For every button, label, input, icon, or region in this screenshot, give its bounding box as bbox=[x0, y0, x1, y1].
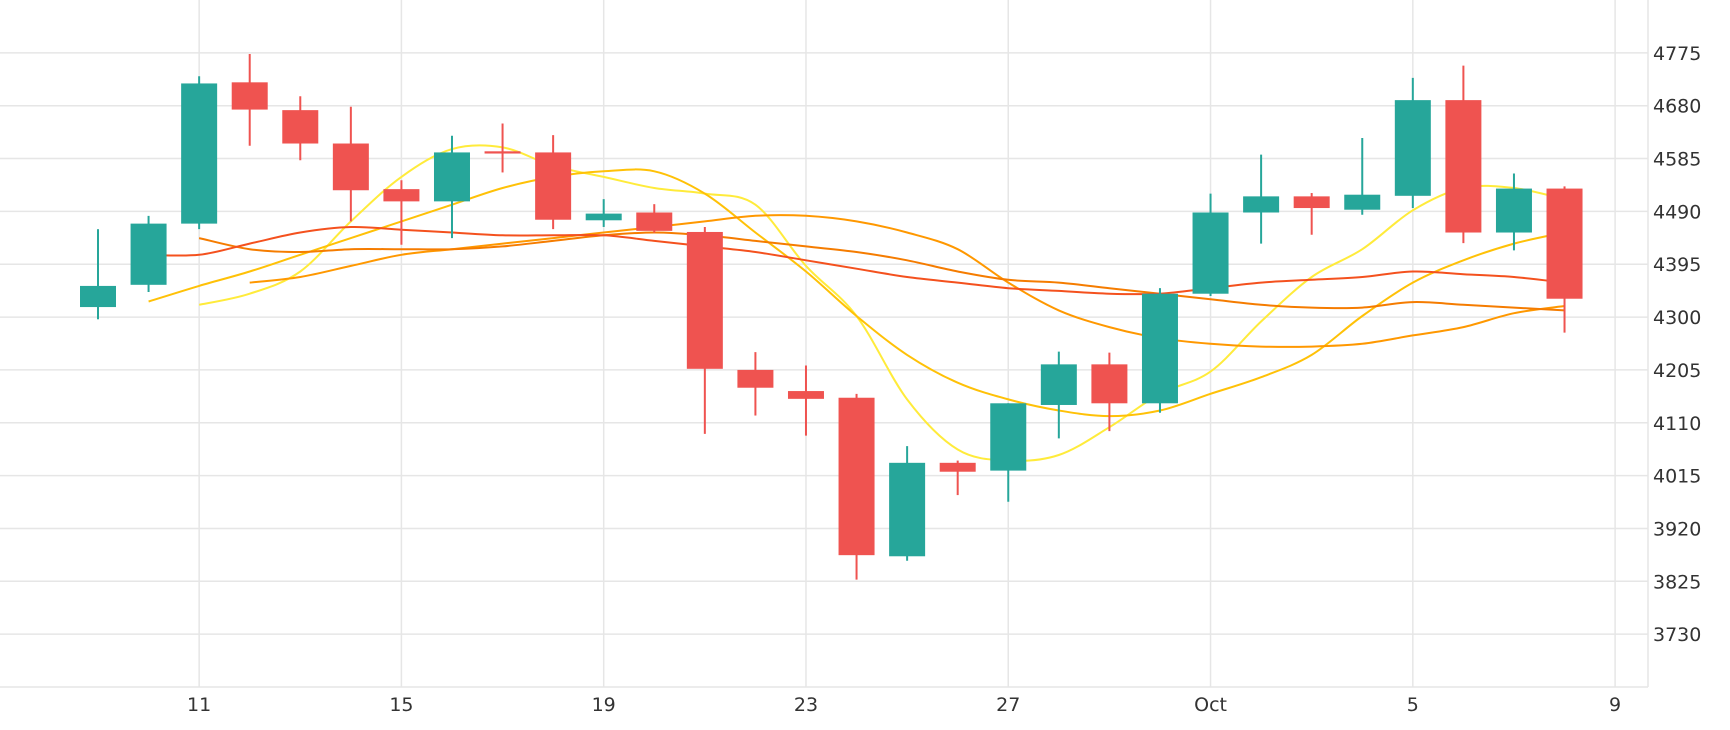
candle bbox=[130, 215, 167, 293]
candles bbox=[80, 53, 1583, 580]
y-tick-label: 3825 bbox=[1653, 571, 1701, 593]
candle-body bbox=[939, 462, 976, 472]
moving-average-line-3 bbox=[249, 214, 1565, 348]
candle bbox=[383, 180, 420, 245]
candle bbox=[1293, 193, 1330, 235]
candle-body bbox=[1243, 196, 1280, 213]
x-tick-label: 15 bbox=[389, 694, 413, 716]
candle-body bbox=[1546, 188, 1583, 299]
candle-body bbox=[1394, 100, 1431, 196]
candle bbox=[484, 123, 521, 173]
y-tick-label: 4110 bbox=[1653, 413, 1701, 435]
y-tick-label: 4680 bbox=[1653, 96, 1701, 118]
candle-body bbox=[332, 143, 369, 191]
candle bbox=[1445, 65, 1482, 244]
y-tick-label: 4585 bbox=[1653, 149, 1701, 171]
moving-average-line-1 bbox=[198, 144, 1565, 462]
candle-body bbox=[1445, 100, 1482, 233]
y-tick-label: 4015 bbox=[1653, 466, 1701, 488]
y-tick-label: 4490 bbox=[1653, 201, 1701, 223]
candle bbox=[80, 229, 116, 320]
candle-body bbox=[990, 403, 1027, 471]
candle-body bbox=[1091, 364, 1128, 404]
candle-body bbox=[1344, 194, 1381, 210]
candle-body bbox=[80, 285, 116, 308]
candle-body bbox=[737, 369, 774, 388]
x-tick-label: 11 bbox=[187, 694, 211, 716]
x-tick-label: 9 bbox=[1609, 694, 1621, 716]
candle bbox=[787, 365, 824, 436]
candle bbox=[1091, 352, 1128, 432]
candle bbox=[838, 393, 875, 580]
candle bbox=[1394, 77, 1431, 209]
candle bbox=[1243, 154, 1280, 244]
moving-average-line-2 bbox=[148, 168, 1565, 418]
candle-body bbox=[636, 212, 673, 231]
candle bbox=[889, 446, 926, 561]
candle-body bbox=[787, 391, 824, 399]
candle bbox=[1495, 173, 1532, 251]
y-tick-label: 4775 bbox=[1653, 43, 1701, 65]
candle bbox=[990, 403, 1027, 502]
candle bbox=[686, 226, 723, 434]
candle bbox=[636, 204, 673, 233]
candle-body bbox=[181, 83, 218, 224]
candle-body bbox=[535, 152, 572, 220]
x-tick-label: Oct bbox=[1194, 694, 1227, 716]
candle bbox=[332, 106, 369, 222]
y-tick-label: 4395 bbox=[1653, 254, 1701, 276]
candle-body bbox=[838, 397, 875, 556]
candle-body bbox=[1141, 293, 1178, 404]
candle-body bbox=[686, 231, 723, 369]
candle bbox=[1040, 351, 1077, 439]
candle bbox=[535, 135, 572, 230]
candle bbox=[1546, 186, 1583, 333]
grid-lines bbox=[0, 0, 1649, 688]
candle-body bbox=[1192, 212, 1229, 294]
candle bbox=[433, 135, 470, 239]
candle bbox=[585, 199, 622, 227]
candle-body bbox=[484, 151, 521, 154]
x-tick-label: 19 bbox=[592, 694, 616, 716]
candle-body bbox=[1495, 188, 1532, 233]
axes: 3730 3825 3920 4015 4110 4205 4300 4395 4490 4585… bbox=[187, 43, 1701, 716]
y-tick-label: 3920 bbox=[1653, 518, 1701, 540]
candle bbox=[181, 76, 218, 230]
candle bbox=[282, 96, 319, 161]
y-tick-label: 3730 bbox=[1653, 624, 1701, 646]
y-tick-label: 4300 bbox=[1653, 307, 1701, 329]
y-tick-label: 4205 bbox=[1653, 360, 1701, 382]
x-tick-label: 27 bbox=[996, 694, 1020, 716]
candle-body bbox=[130, 223, 167, 285]
candle-body bbox=[889, 462, 926, 557]
candle-body bbox=[383, 189, 420, 202]
candle bbox=[1141, 288, 1178, 413]
moving-average-line-5 bbox=[148, 225, 1565, 296]
candle bbox=[939, 460, 976, 496]
candle-body bbox=[1040, 364, 1077, 405]
x-tick-label: 5 bbox=[1407, 694, 1419, 716]
candle-body bbox=[231, 82, 268, 110]
x-tick-label: 23 bbox=[794, 694, 818, 716]
candle-body bbox=[1293, 196, 1330, 209]
candle bbox=[1192, 193, 1229, 296]
candle bbox=[231, 53, 268, 146]
candle-body bbox=[585, 213, 622, 221]
candle bbox=[737, 352, 774, 416]
moving-average-lines bbox=[148, 144, 1565, 462]
moving-average-line-4 bbox=[198, 231, 1565, 312]
candle bbox=[1344, 137, 1381, 215]
candle-body bbox=[433, 152, 470, 202]
candle-body bbox=[282, 110, 319, 144]
